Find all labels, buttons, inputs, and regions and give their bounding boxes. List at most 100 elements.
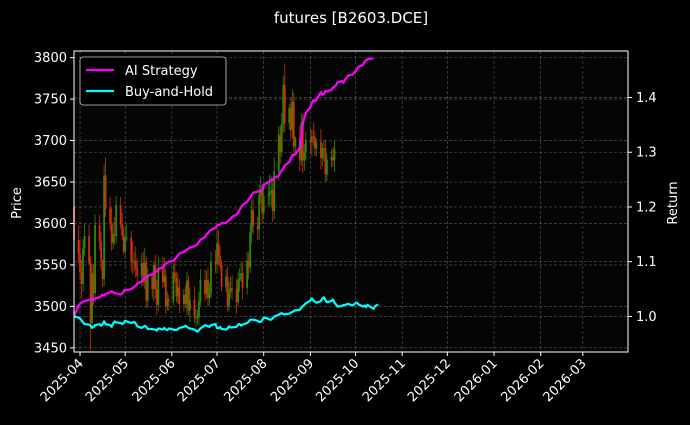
candle-body <box>258 194 261 230</box>
candle-body <box>131 260 134 263</box>
candle-body <box>289 108 292 130</box>
candle-body <box>134 260 137 269</box>
candle-body <box>109 208 112 224</box>
candle-body <box>214 262 217 265</box>
candle-body <box>143 262 146 282</box>
plot-frame <box>73 50 629 353</box>
candle-body <box>267 195 270 197</box>
y-tick-label: 3700 <box>34 134 67 149</box>
candle-body <box>80 272 83 285</box>
candle-body <box>94 225 96 294</box>
candle-body <box>249 231 252 268</box>
y-tick-label: 3600 <box>34 217 67 232</box>
candle-body <box>288 108 291 124</box>
candle-body <box>270 190 273 193</box>
candle-body <box>103 175 106 280</box>
candle-body <box>98 225 101 242</box>
candle-body <box>88 235 90 264</box>
candle-body <box>240 273 243 279</box>
y2-tick-label: 1.0 <box>636 310 657 325</box>
candle-body <box>229 288 232 293</box>
candle-body <box>189 299 191 311</box>
candle-body <box>176 287 179 297</box>
candle-body <box>115 205 118 236</box>
y-axis-right: 1.0 1.1 1.2 1.3 1.4 <box>628 91 657 325</box>
candle-body <box>280 123 283 153</box>
candle-body <box>121 224 124 236</box>
candle-body <box>119 205 122 225</box>
y-tick-label: 3500 <box>34 300 67 315</box>
candle-body <box>256 225 259 230</box>
candle-body <box>146 276 149 301</box>
legend-label-ai-strategy: AI Strategy <box>125 64 198 79</box>
candle-body <box>124 237 127 252</box>
candle-body <box>321 148 324 158</box>
candle-body <box>172 272 175 302</box>
candle-body <box>110 223 113 243</box>
candle-body <box>235 288 238 303</box>
candle-body <box>231 288 233 290</box>
candle-body <box>228 292 230 307</box>
candle-body <box>154 264 157 289</box>
candle-body <box>130 237 133 261</box>
ai-strategy-line <box>72 57 374 317</box>
candle-body <box>282 84 285 124</box>
y2-tick-label: 1.4 <box>636 91 657 106</box>
candle-body <box>140 263 143 276</box>
chart-title: futures [B2603.DCE] <box>274 9 428 27</box>
legend-box <box>79 56 227 106</box>
candle-body <box>292 101 295 147</box>
candle-body <box>152 264 155 289</box>
candle-body <box>157 267 160 305</box>
candle-body <box>198 301 200 318</box>
y-tick-label: 3800 <box>34 51 67 66</box>
candle-body <box>326 159 328 175</box>
candle-body <box>216 243 218 265</box>
candlesticks <box>73 63 336 350</box>
candle-body <box>196 317 199 319</box>
candle-body <box>193 299 196 318</box>
legend: AI Strategy Buy-and-Hold <box>79 56 227 106</box>
candle-body <box>208 293 211 299</box>
y-tick-label: 3650 <box>34 176 67 191</box>
candle-body <box>324 148 327 175</box>
candle-body <box>241 273 244 289</box>
candle-body <box>164 275 167 307</box>
candle-body <box>113 234 116 236</box>
candle-body <box>151 276 154 289</box>
candle-body <box>175 277 178 297</box>
candle-body <box>303 152 306 161</box>
candle-body <box>204 279 206 294</box>
candle-body <box>101 259 104 280</box>
candle-body <box>277 134 280 172</box>
candle-body <box>323 148 325 150</box>
candle-body <box>247 260 250 268</box>
candle-body <box>220 264 223 287</box>
candle-body <box>268 192 271 196</box>
candle-body <box>301 122 304 161</box>
candle-body <box>310 136 313 143</box>
candle-body <box>312 136 315 138</box>
y-axis-left: 3450 3500 3550 3600 3650 3700 3750 3800 <box>34 51 74 356</box>
candle-body <box>238 278 241 281</box>
y-tick-label: 3550 <box>34 258 67 273</box>
candle-body <box>89 263 92 323</box>
candle-body <box>291 101 294 130</box>
y2-tick-label: 1.1 <box>636 255 657 270</box>
candle-body <box>100 241 102 260</box>
candle-body <box>304 140 307 153</box>
candle-body <box>186 280 188 304</box>
candle-body <box>82 248 84 285</box>
candle-body <box>313 137 316 149</box>
candle-body <box>199 279 202 302</box>
candle-body <box>271 190 274 212</box>
candle-body <box>205 279 208 294</box>
y-axis-label: Price <box>10 187 25 219</box>
y2-tick-label: 1.3 <box>636 146 657 161</box>
candle-body <box>167 298 170 302</box>
candle-body <box>83 235 86 249</box>
candle-body <box>92 273 95 294</box>
candle-body <box>219 255 221 265</box>
